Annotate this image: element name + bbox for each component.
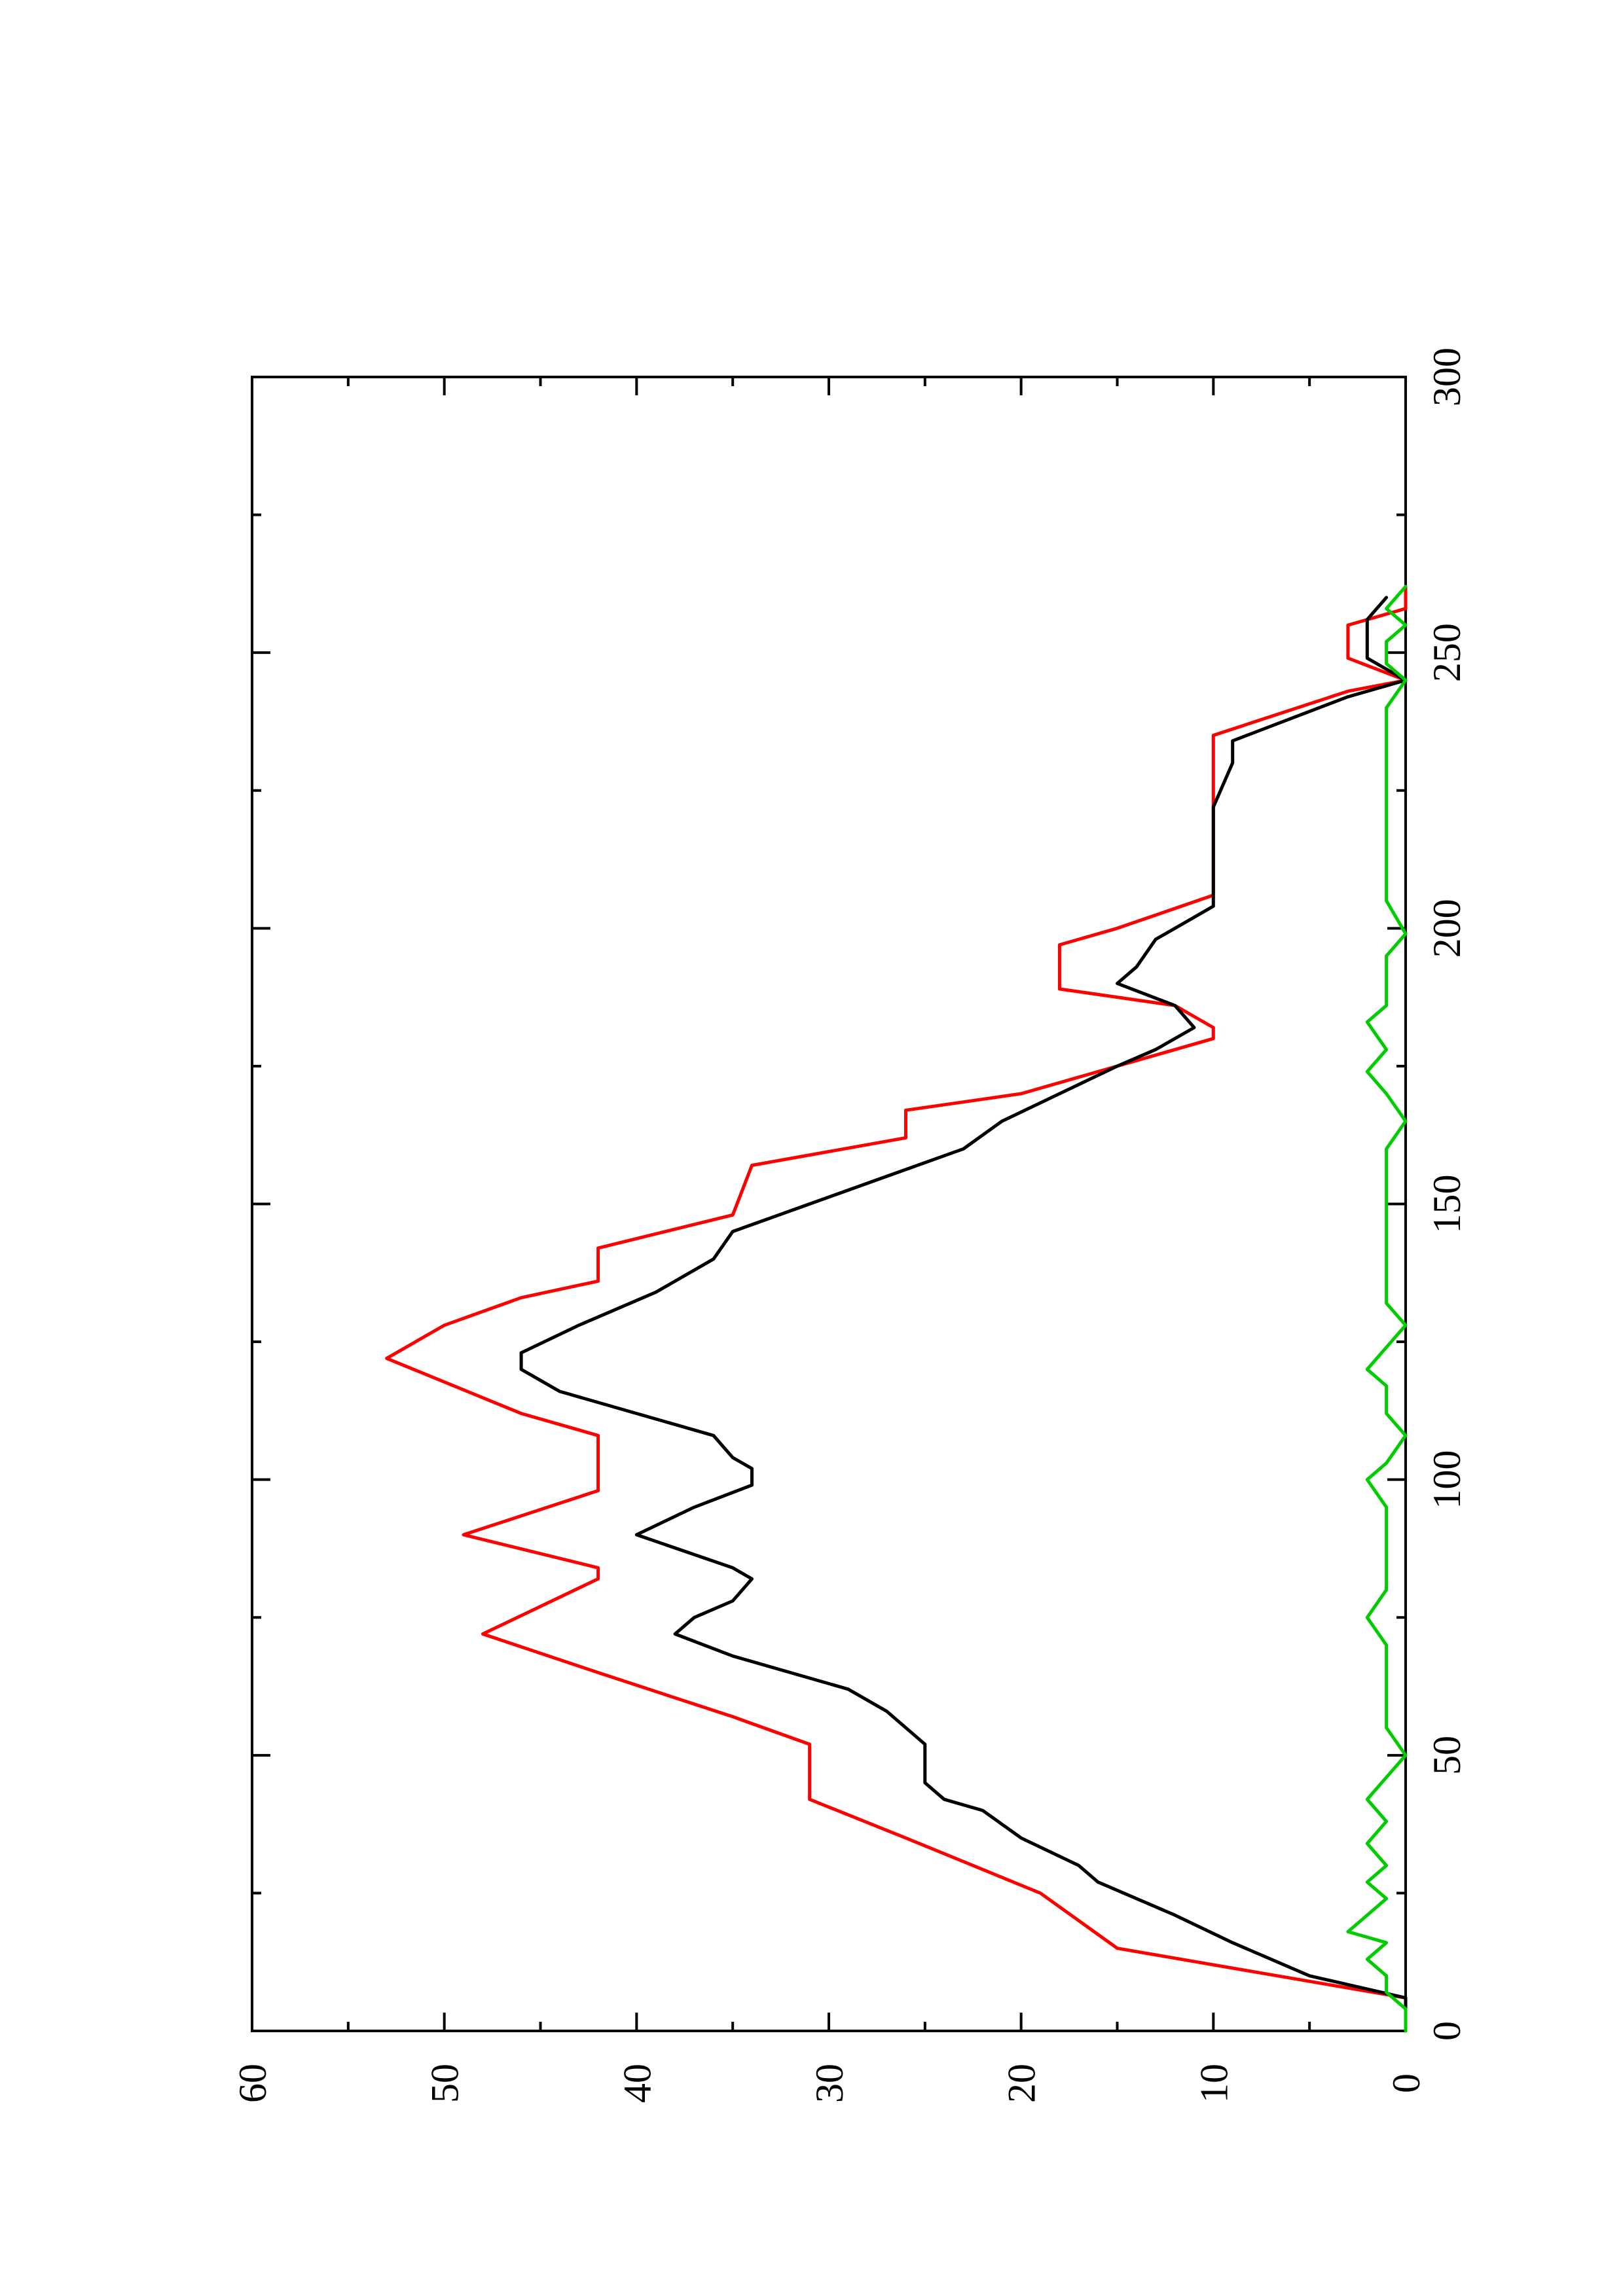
y-tick-label: 40	[615, 2064, 659, 2103]
x-tick-label: 50	[1425, 1736, 1468, 1775]
plot-frame	[251, 376, 1407, 2032]
black-series-line	[519, 596, 1408, 2033]
plot-area: 0 50 100 150 200 250 300 0 10 20 30 40 50 60	[231, 348, 1468, 2103]
x-tick-label: 0	[1425, 2021, 1468, 2041]
y-tick-label: 20	[1000, 2064, 1044, 2103]
red-series-line	[385, 584, 1408, 2033]
x-tick-label: 150	[1425, 1175, 1468, 1234]
x-tick-label: 100	[1425, 1450, 1468, 1509]
y-tick-label: 60	[231, 2064, 274, 2103]
y-tick-label: 10	[1192, 2064, 1235, 2103]
x-tick-label: 250	[1425, 623, 1468, 682]
y-tick-label: 0	[1385, 2073, 1428, 2093]
green-series-line	[1346, 584, 1408, 2033]
y-tick-label: 50	[424, 2064, 467, 2103]
x-tick-label: 200	[1425, 899, 1468, 958]
x-tick-label: 300	[1425, 348, 1468, 406]
y-tick-label: 30	[808, 2064, 851, 2103]
